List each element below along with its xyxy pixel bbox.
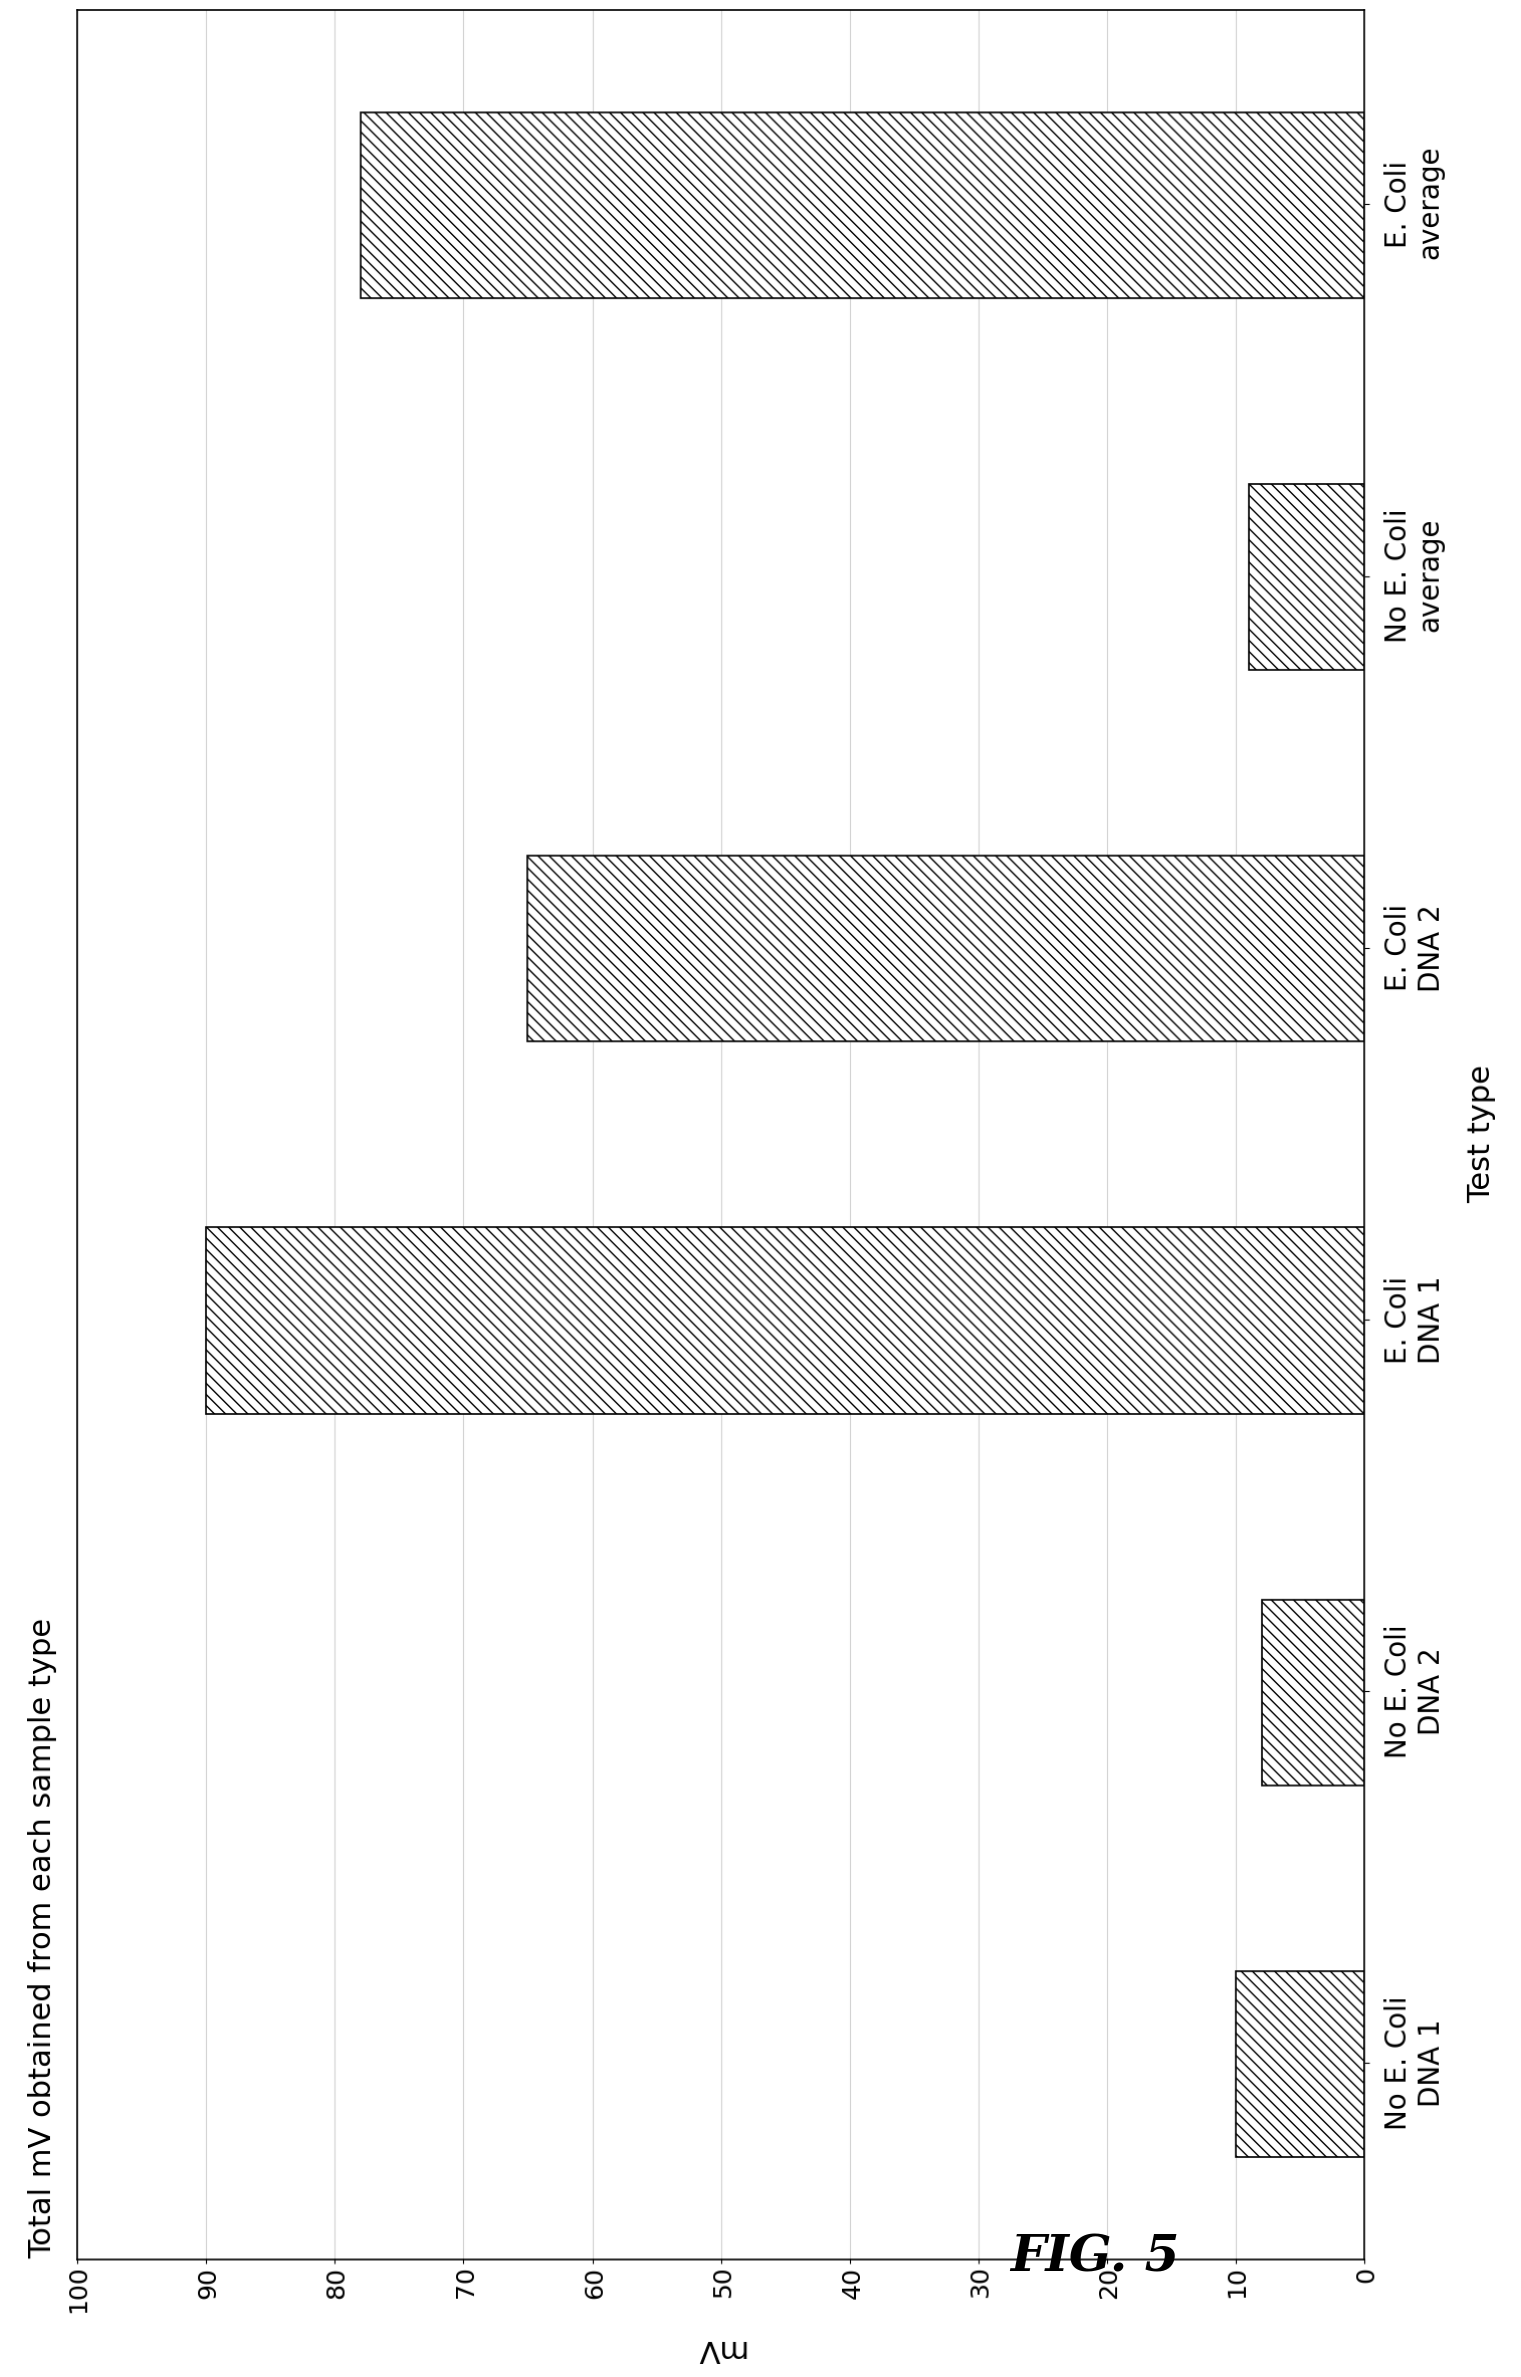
Text: FIG. 5: FIG. 5 [1010,2234,1180,2282]
